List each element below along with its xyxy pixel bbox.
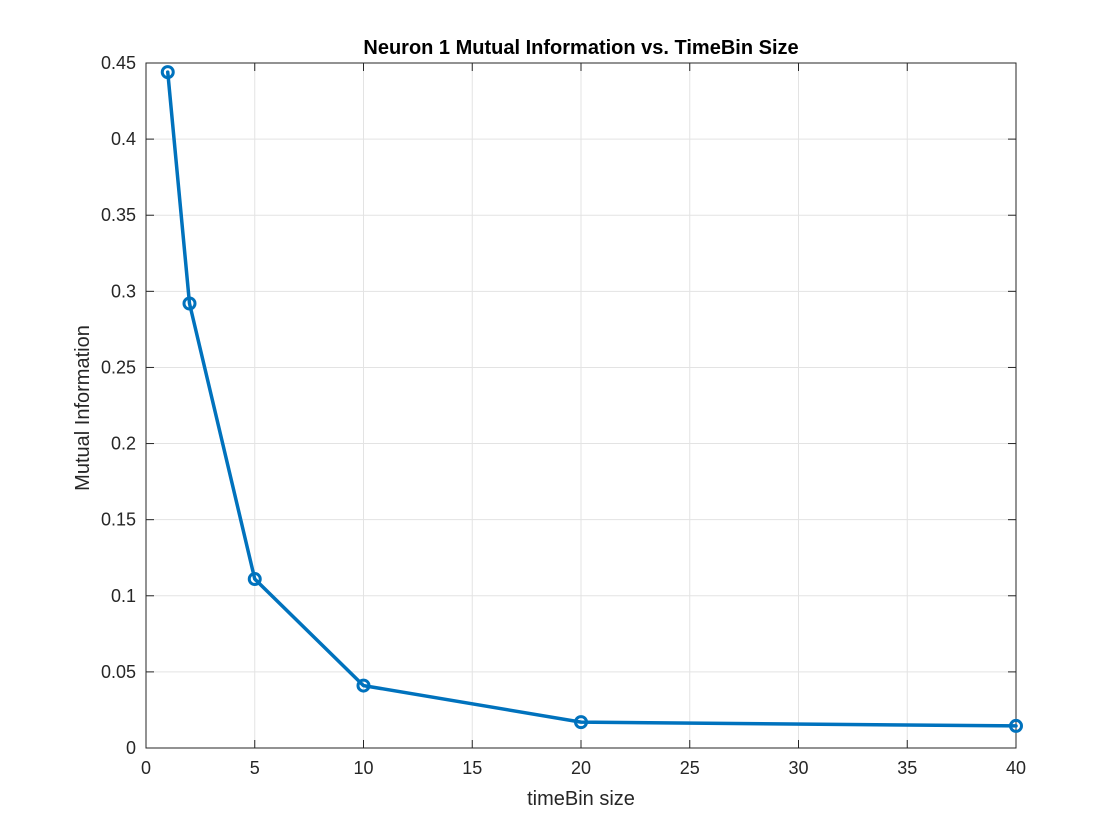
x-tick-label: 0: [141, 758, 151, 778]
x-tick-label: 35: [897, 758, 917, 778]
y-tick-label: 0.15: [101, 510, 136, 530]
y-tick-label: 0.35: [101, 205, 136, 225]
grid: [146, 63, 1016, 748]
series: [160, 65, 1023, 733]
data-point: [182, 296, 197, 311]
y-tick-label: 0.45: [101, 53, 136, 73]
x-tick-label: 15: [462, 758, 482, 778]
y-tick-label: 0.25: [101, 357, 136, 377]
y-tick-label: 0.4: [111, 129, 136, 149]
y-tick-label: 0: [126, 738, 136, 758]
x-tick-label: 25: [680, 758, 700, 778]
data-point: [247, 572, 262, 587]
x-axis-title: timeBin size: [527, 788, 635, 810]
y-axis-title: Mutual Information: [72, 325, 94, 491]
y-tick-label: 0.2: [111, 434, 136, 454]
chart-title: Neuron 1 Mutual Information vs. TimeBin …: [363, 37, 798, 59]
data-point: [160, 65, 175, 80]
y-tick-label: 0.05: [101, 662, 136, 682]
series-line: [166, 70, 1018, 728]
y-tick-label: 0.1: [111, 586, 136, 606]
x-tick-label: 40: [1006, 758, 1026, 778]
data-point: [1009, 718, 1023, 733]
data-point: [356, 678, 371, 693]
y-tick-label: 0.3: [111, 281, 136, 301]
x-tick-label: 20: [571, 758, 591, 778]
data-point: [574, 715, 588, 730]
x-tick-label: 10: [353, 758, 373, 778]
x-tick-label: 5: [250, 758, 260, 778]
axes: 0 5 10 15 20 25 30 35 40 0 0.05 0.1 0.15 0.2 0.25 0.3 0.…: [101, 53, 1026, 778]
x-tick-label: 30: [788, 758, 808, 778]
